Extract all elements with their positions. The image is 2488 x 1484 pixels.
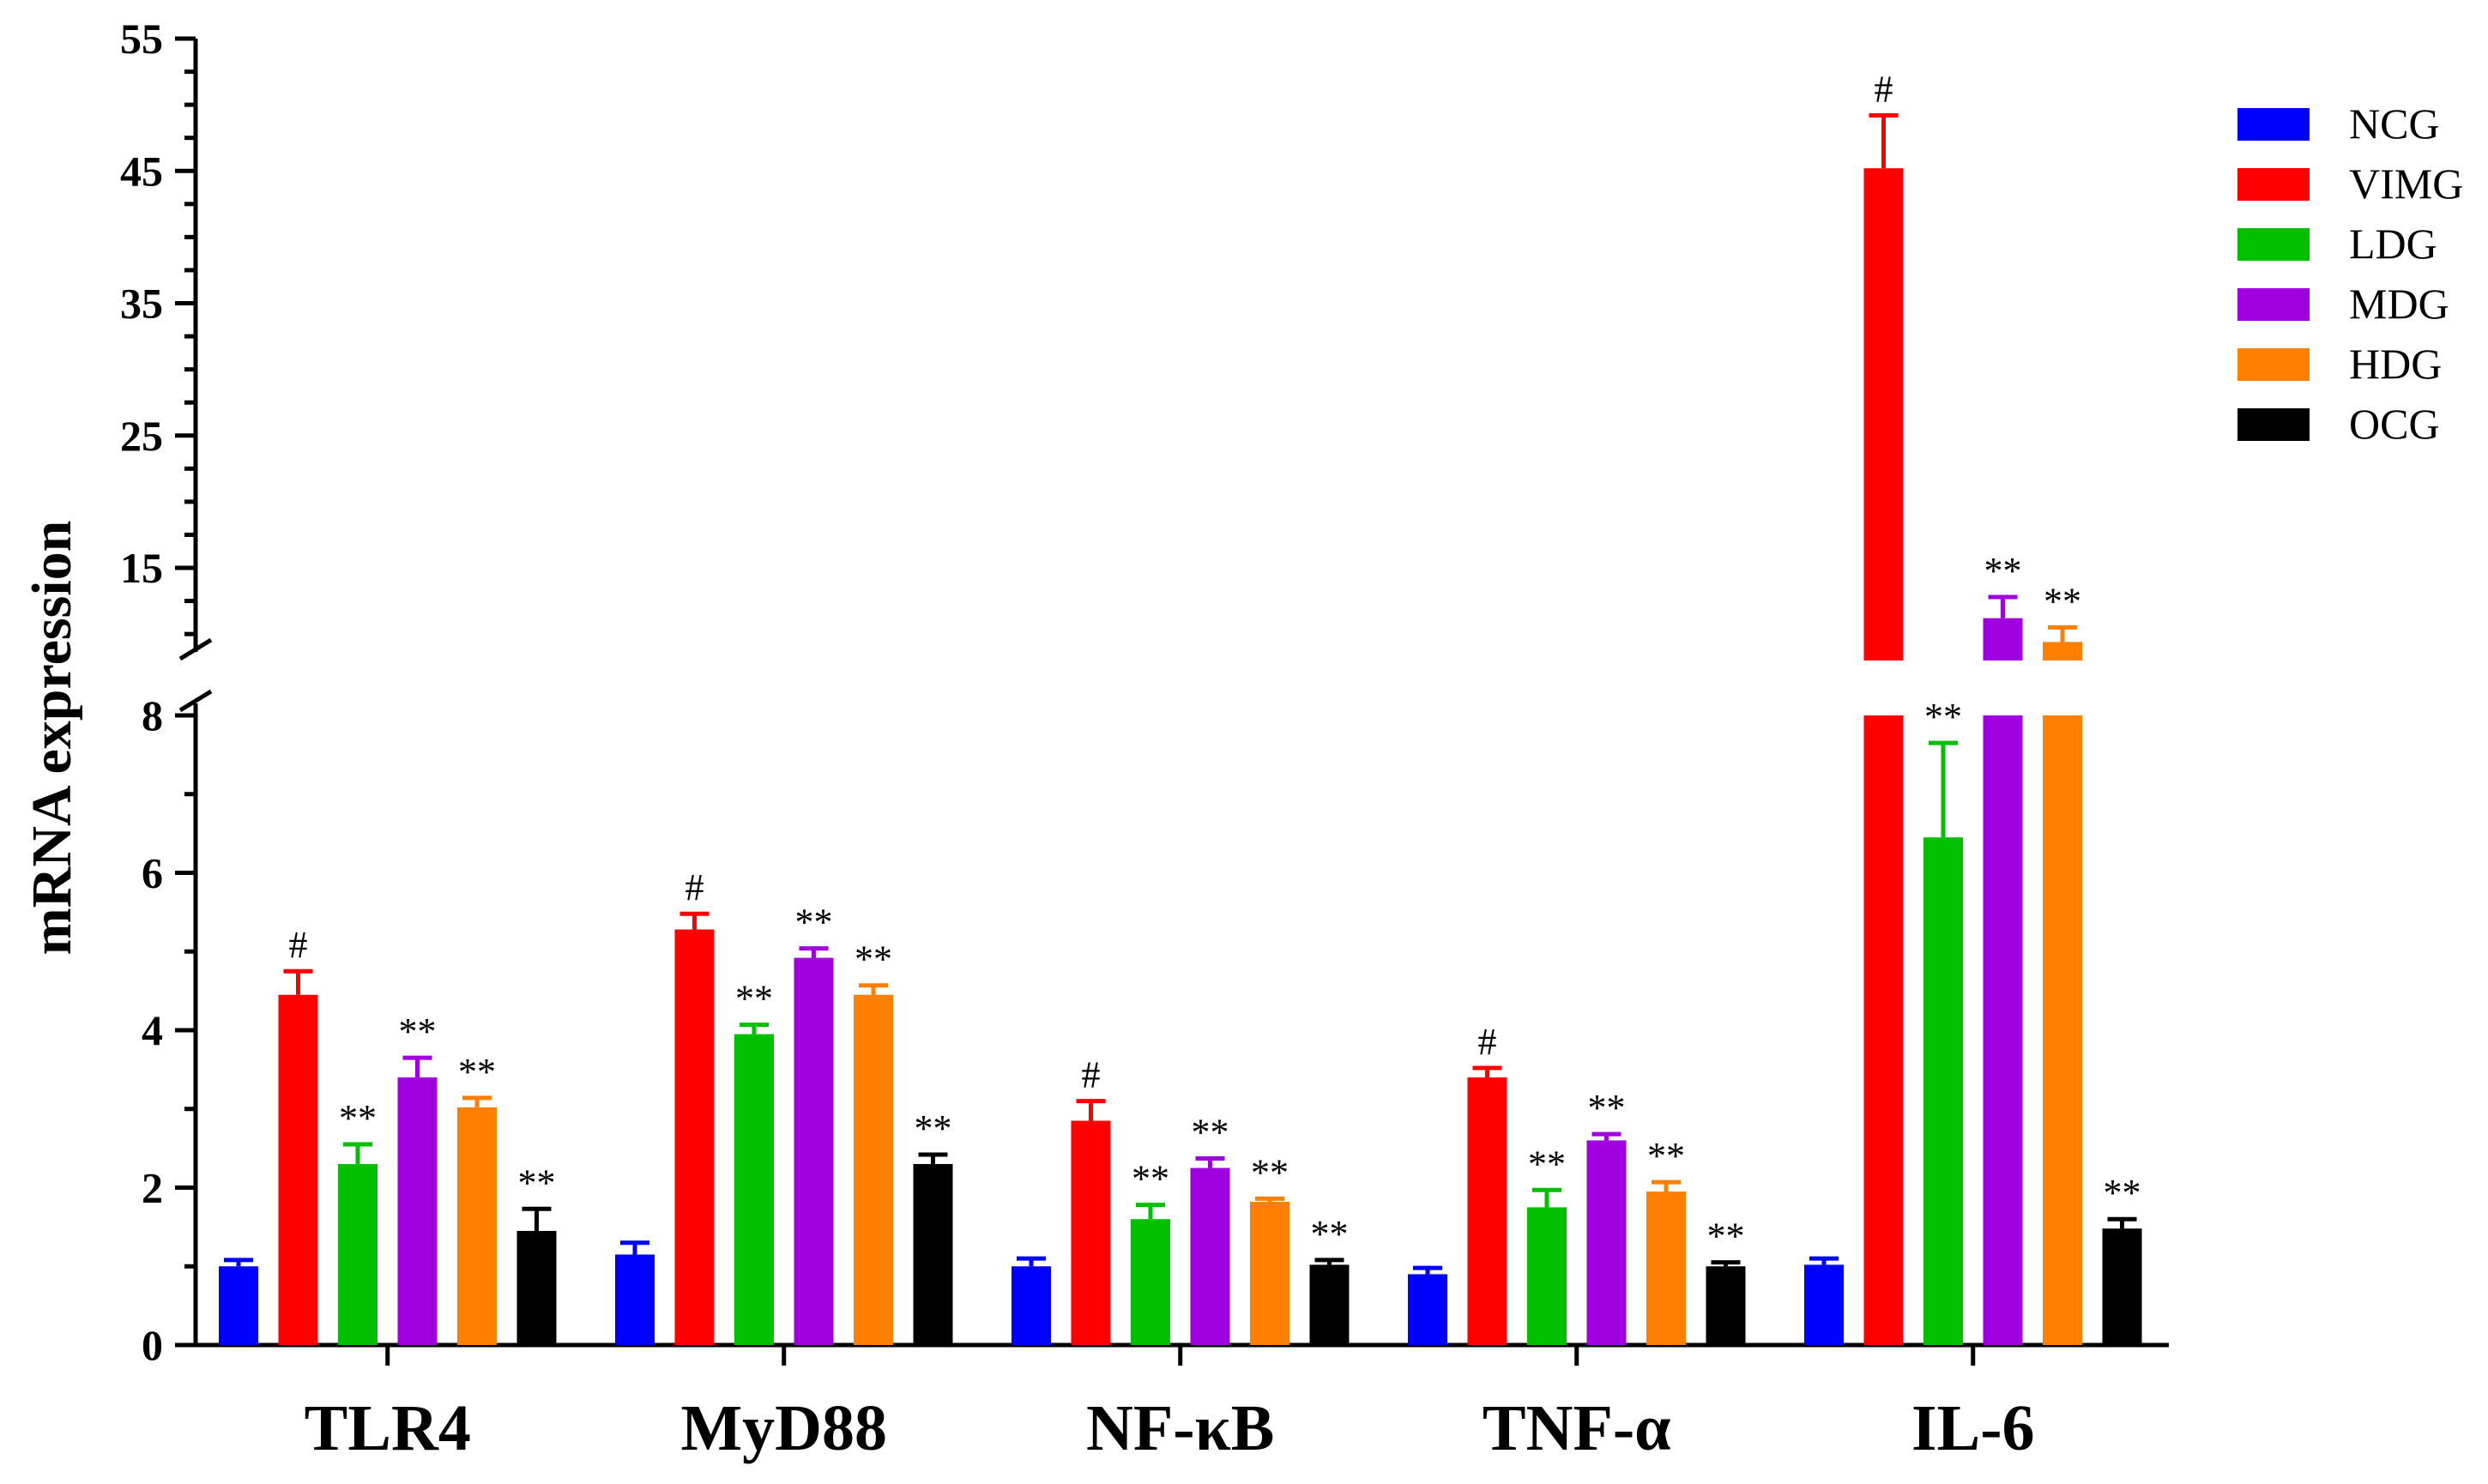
bar [457,1107,497,1345]
x-category-label: IL-6 [1911,1392,2035,1464]
significance-label: ** [1707,1216,1745,1258]
bar [278,994,318,1345]
significance-label: ** [1192,1112,1229,1154]
bar [397,1077,438,1345]
bar [1071,1120,1111,1345]
bar [674,929,715,1345]
legend-label: MDG [2349,280,2449,328]
axis-break-mark-lower [178,689,213,713]
significance-label: ** [399,1010,437,1053]
legend-swatch [2237,108,2310,141]
significance-label: ** [1311,1213,1349,1255]
legend-label: OCG [2349,400,2440,448]
significance-label: # [289,924,308,966]
y-tick-label: 6 [142,849,163,897]
significance-label: ** [854,938,892,980]
significance-label: ** [1588,1087,1626,1129]
bar-upper-segment [1983,618,2023,661]
bar [1309,1264,1350,1345]
bar [516,1230,557,1345]
bar [794,957,834,1345]
legend-swatch [2237,348,2310,381]
x-category-label: TNF-α [1483,1392,1671,1464]
bar [1706,1266,1746,1345]
y-tick-label: 4 [142,1006,163,1054]
significance-label: # [1478,1021,1497,1063]
significance-label: ** [1251,1151,1289,1193]
significance-label: ** [1132,1158,1169,1200]
bar [1804,1264,1844,1345]
significance-label: ** [1984,550,2022,592]
x-category-label: TLR4 [305,1392,471,1464]
legend-swatch [2237,288,2310,321]
y-tick-label: 2 [142,1164,163,1212]
significance-label: ** [1924,696,1962,738]
bar [2102,1228,2142,1345]
legend-label: NCG [2349,100,2440,148]
bar-lower-segment [2043,715,2082,1345]
significance-label: ** [458,1051,496,1093]
significance-label: ** [2044,580,2081,622]
significance-label: ** [795,902,833,944]
legend-swatch [2237,408,2310,441]
y-tick-label: 35 [120,280,163,328]
bar [1467,1077,1507,1345]
bar [854,994,893,1345]
significance-label: # [1082,1054,1101,1096]
bar-lower-segment [1863,715,1904,1345]
bar [1250,1202,1289,1345]
bar [734,1034,774,1345]
bar [338,1163,377,1345]
y-tick-label: 25 [120,412,163,460]
significance-label: ** [915,1107,952,1149]
x-category-label: NF-κB [1086,1392,1275,1464]
significance-label: ** [2104,1172,2141,1214]
bar [913,1163,953,1345]
bar [1190,1167,1230,1345]
significance-label: ** [518,1161,556,1203]
y-axis-title: mRNA expression [21,521,83,956]
y-tick-label: 45 [120,147,163,195]
significance-label: # [1875,68,1893,110]
significance-label: # [685,866,704,908]
significance-label: ** [1528,1143,1566,1185]
bar [1012,1266,1051,1345]
bar-lower-segment [1983,715,2023,1345]
bar [1131,1219,1170,1345]
legend-swatch [2237,228,2310,261]
significance-label: ** [1647,1135,1685,1177]
bar [1646,1191,1686,1345]
legend-swatch [2237,168,2310,201]
x-category-label: MyD88 [680,1392,887,1464]
y-tick-label: 0 [142,1321,163,1369]
bar [1408,1274,1447,1345]
legend-label: LDG [2349,220,2437,268]
bar [1923,837,1963,1345]
bar [1527,1207,1567,1345]
bar [615,1254,655,1345]
y-tick-label: 8 [142,691,163,739]
bar [1586,1140,1627,1345]
bar-upper-segment [1863,168,1904,661]
legend-label: VIMG [2349,160,2463,208]
axis-break-mark-upper [178,637,213,661]
legend-label: HDG [2349,340,2442,388]
y-tick-label: 15 [120,544,163,592]
significance-label: ** [339,1097,377,1139]
bar-upper-segment [2043,642,2082,661]
bar [219,1266,258,1345]
y-tick-label: 55 [120,15,163,63]
significance-label: ** [735,978,773,1020]
